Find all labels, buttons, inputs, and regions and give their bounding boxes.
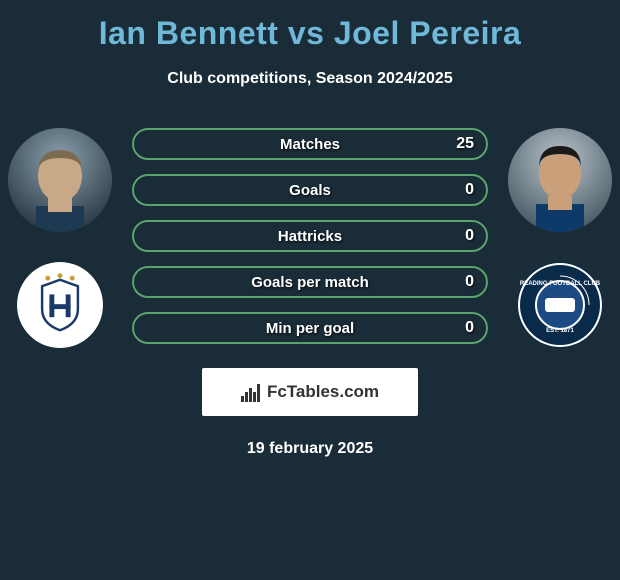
stat-right-value: 0 bbox=[465, 227, 474, 245]
stat-row-goals: Goals 0 bbox=[132, 174, 488, 206]
subtitle: Club competitions, Season 2024/2025 bbox=[0, 70, 620, 88]
stat-label: Min per goal bbox=[266, 320, 354, 337]
stat-row-goals-per-match: Goals per match 0 bbox=[132, 266, 488, 298]
main-row: Matches 25 Goals 0 Hattricks 0 Goals per… bbox=[0, 128, 620, 348]
stat-label: Matches bbox=[280, 136, 340, 153]
stat-label: Goals bbox=[289, 182, 331, 199]
bar-chart-icon bbox=[241, 382, 261, 402]
club-logo-left bbox=[17, 262, 103, 348]
comparison-card: Ian Bennett vs Joel Pereira Club competi… bbox=[0, 0, 620, 458]
stat-right-value: 0 bbox=[465, 181, 474, 199]
stat-label: Hattricks bbox=[278, 228, 342, 245]
stat-row-hattricks: Hattricks 0 bbox=[132, 220, 488, 252]
svg-text:READING FOOTBALL CLUB: READING FOOTBALL CLUB bbox=[520, 281, 601, 287]
right-col: READING FOOTBALL CLUB EST. 1871 bbox=[508, 128, 612, 348]
left-col bbox=[8, 128, 112, 348]
club-badge-left-icon bbox=[25, 270, 95, 340]
stat-right-value: 25 bbox=[456, 135, 474, 153]
page-title: Ian Bennett vs Joel Pereira bbox=[0, 15, 620, 52]
stat-right-value: 0 bbox=[465, 273, 474, 291]
avatar-left-icon bbox=[8, 128, 112, 232]
avatar-right-icon bbox=[508, 128, 612, 232]
watermark: FcTables.com bbox=[202, 368, 418, 416]
stat-right-value: 0 bbox=[465, 319, 474, 337]
date-text: 19 february 2025 bbox=[0, 440, 620, 458]
player-avatar-right bbox=[508, 128, 612, 232]
stat-row-min-per-goal: Min per goal 0 bbox=[132, 312, 488, 344]
stats-list: Matches 25 Goals 0 Hattricks 0 Goals per… bbox=[132, 128, 488, 344]
stat-row-matches: Matches 25 bbox=[132, 128, 488, 160]
player-avatar-left bbox=[8, 128, 112, 232]
stat-label: Goals per match bbox=[251, 274, 369, 291]
watermark-text: FcTables.com bbox=[267, 382, 379, 402]
svg-text:EST. 1871: EST. 1871 bbox=[546, 328, 574, 334]
club-badge-right-icon: READING FOOTBALL CLUB EST. 1871 bbox=[517, 262, 603, 348]
club-logo-right: READING FOOTBALL CLUB EST. 1871 bbox=[517, 262, 603, 348]
